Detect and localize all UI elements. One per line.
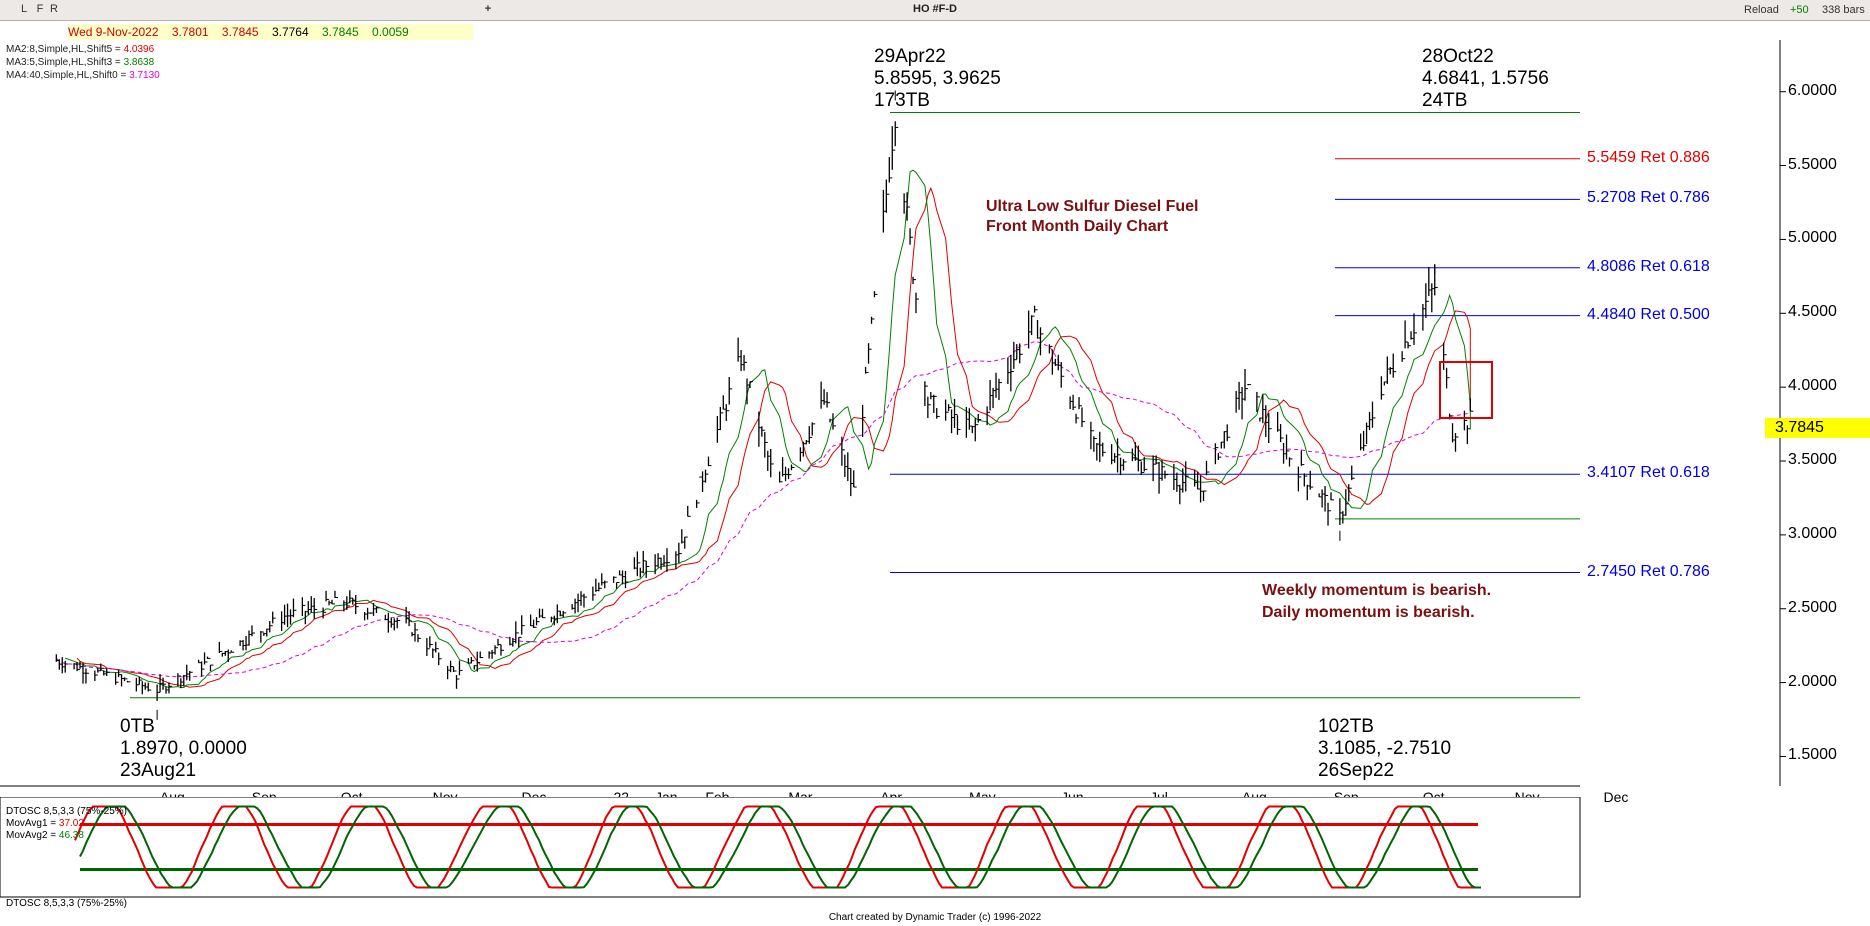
ma4-line bbox=[55, 341, 1471, 678]
reload-count: +50 bbox=[1790, 4, 1809, 16]
osc-title: DTOSC 8,5,3,3 (75%-25%) bbox=[6, 806, 127, 817]
osc-movavg2-label: MovAvg2 = bbox=[6, 830, 59, 841]
oscillator-bands bbox=[80, 823, 1478, 871]
ann-low-sep22-values: 3.1085, -2.7510 bbox=[1318, 738, 1452, 759]
price-tick-label: 2.0000 bbox=[1788, 672, 1837, 690]
price-bars bbox=[55, 121, 1474, 701]
price-tick-label: 5.5000 bbox=[1788, 155, 1837, 173]
quote-close: 3.7845 bbox=[321, 25, 359, 39]
ma4-legend: MA4:40,Simple,HL,Shift0 = 3.7130 bbox=[6, 70, 160, 81]
ma2-value: 4.0396 bbox=[123, 44, 155, 55]
quote-high: 3.7845 bbox=[221, 25, 259, 39]
ann-high-oct22-values: 4.6841, 1.5756 bbox=[1422, 68, 1549, 89]
retracement-label: 5.2708 Ret 0.786 bbox=[1587, 189, 1710, 207]
retracement-label: 5.5459 Ret 0.886 bbox=[1587, 148, 1710, 166]
quote-box: Wed 9-Nov-2022 3.7801 3.7845 3.7764 3.78… bbox=[68, 24, 473, 40]
annotation-low-sep22: 102TB 3.1085, -2.7510 26Sep22 bbox=[1318, 716, 1451, 782]
reload-button[interactable]: Reload bbox=[1744, 4, 1779, 16]
chart-symbol-title: HO #F-D bbox=[913, 3, 957, 15]
price-tick-label: 1.5000 bbox=[1788, 746, 1837, 764]
ma2-line bbox=[76, 186, 1471, 688]
annotation-high-apr22: 29Apr22 5.8595, 3.9625 173TB bbox=[874, 46, 1001, 112]
price-tick-label: 5.0000 bbox=[1788, 229, 1837, 247]
quote-open: 3.7801 bbox=[171, 25, 209, 39]
price-tick-label: 3.0000 bbox=[1788, 524, 1837, 542]
ann-high-apr22-values: 5.8595, 3.9625 bbox=[874, 68, 1001, 89]
osc-movavg1-label: MovAvg1 = bbox=[6, 818, 59, 829]
toolbar: L F R + HO #F-D Reload +50 338 bars bbox=[0, 0, 1870, 21]
ma3-line bbox=[65, 169, 1471, 689]
ann-high-oct22-tb: 24TB bbox=[1422, 90, 1468, 111]
osc-movavg2: MovAvg2 = 46.38 bbox=[6, 830, 84, 841]
ma3-legend: MA3:5,Simple,HL,Shift3 = 3.8638 bbox=[6, 57, 154, 68]
ma4-value: 3.7130 bbox=[129, 70, 160, 81]
price-tick-label: 6.0000 bbox=[1788, 81, 1837, 99]
ann-low-sep22-tb: 102TB bbox=[1318, 716, 1374, 737]
oscillator-panel bbox=[0, 797, 1581, 898]
osc-movavg2-value: 46.38 bbox=[58, 830, 84, 841]
oscillator-lines bbox=[74, 805, 1481, 889]
quote-date: Wed 9-Nov-2022 bbox=[68, 25, 159, 39]
toolbar-button-f[interactable]: F bbox=[36, 3, 44, 15]
annotation-low-aug21: 0TB 1.8970, 0.0000 23Aug21 bbox=[120, 716, 247, 782]
osc-movavg1: MovAvg1 = 37.02 bbox=[6, 818, 84, 829]
moving-average-lines bbox=[55, 169, 1471, 689]
retracement-lines bbox=[890, 158, 1580, 574]
ann-high-oct22-date: 28Oct22 bbox=[1422, 46, 1494, 67]
momentum-line-1: Weekly momentum is bearish. bbox=[1262, 582, 1492, 599]
annotation-arrows bbox=[156, 90, 1436, 720]
ann-low-aug21-tb: 0TB bbox=[120, 716, 155, 737]
chart-title-line-2: Front Month Daily Chart bbox=[986, 218, 1169, 235]
add-button[interactable]: + bbox=[484, 3, 492, 15]
footer-credit: Chart created by Dynamic Trader (c) 1996… bbox=[828, 912, 1042, 923]
month-label: Dec bbox=[1603, 789, 1629, 805]
highlight-box bbox=[1439, 361, 1493, 419]
price-tick-label: 2.5000 bbox=[1788, 598, 1837, 616]
quote-change: 0.0059 bbox=[372, 25, 409, 39]
ann-low-sep22-date: 26Sep22 bbox=[1318, 760, 1395, 781]
price-tick-label: 3.5000 bbox=[1788, 451, 1837, 468]
bar-count: 338 bars bbox=[1822, 4, 1865, 16]
annotation-high-oct22: 28Oct22 4.6841, 1.5756 24TB bbox=[1422, 46, 1549, 112]
ma3-label: MA3:5,Simple,HL,Shift3 = bbox=[6, 57, 124, 68]
retracement-label: 4.8086 Ret 0.618 bbox=[1587, 257, 1710, 275]
osc-footer-label: DTOSC 8,5,3,3 (75%-25%) bbox=[6, 898, 127, 909]
quote-low: 3.7764 bbox=[271, 25, 309, 39]
chart-title-line-1: Ultra Low Sulfur Diesel Fuel bbox=[986, 198, 1199, 215]
toolbar-button-l[interactable]: L bbox=[20, 3, 28, 15]
retracement-label: 2.7450 Ret 0.786 bbox=[1587, 562, 1710, 580]
price-tick-label: 4.5000 bbox=[1788, 303, 1837, 321]
ma2-legend: MA2:8,Simple,HL,Shift5 = 4.0396 bbox=[6, 44, 154, 55]
ma3-value: 3.8638 bbox=[123, 57, 155, 68]
ann-high-apr22-date: 29Apr22 bbox=[874, 46, 946, 67]
support-resistance-lines bbox=[130, 111, 1580, 699]
retracement-label: 4.4840 Ret 0.500 bbox=[1587, 305, 1710, 323]
ann-high-apr22-tb: 173TB bbox=[874, 90, 930, 111]
retracement-label: 3.4107 Ret 0.618 bbox=[1587, 464, 1710, 482]
last-price-marker: 3.7845 bbox=[1765, 418, 1870, 438]
osc-movavg1-value: 37.02 bbox=[58, 818, 84, 829]
price-ticks bbox=[1780, 91, 1786, 757]
ma4-label: MA4:40,Simple,HL,Shift0 = bbox=[6, 70, 130, 81]
oscillator-frame bbox=[0, 797, 1581, 898]
oscillator-movavg2-line bbox=[79, 805, 1481, 889]
ma2-label: MA2:8,Simple,HL,Shift5 = bbox=[6, 44, 124, 55]
momentum-line-2: Daily momentum is bearish. bbox=[1262, 604, 1475, 621]
price-tick-label: 4.0000 bbox=[1788, 377, 1837, 395]
ann-low-aug21-date: 23Aug21 bbox=[120, 760, 197, 781]
ann-low-aug21-values: 1.8970, 0.0000 bbox=[120, 738, 247, 759]
toolbar-button-r[interactable]: R bbox=[50, 3, 58, 15]
